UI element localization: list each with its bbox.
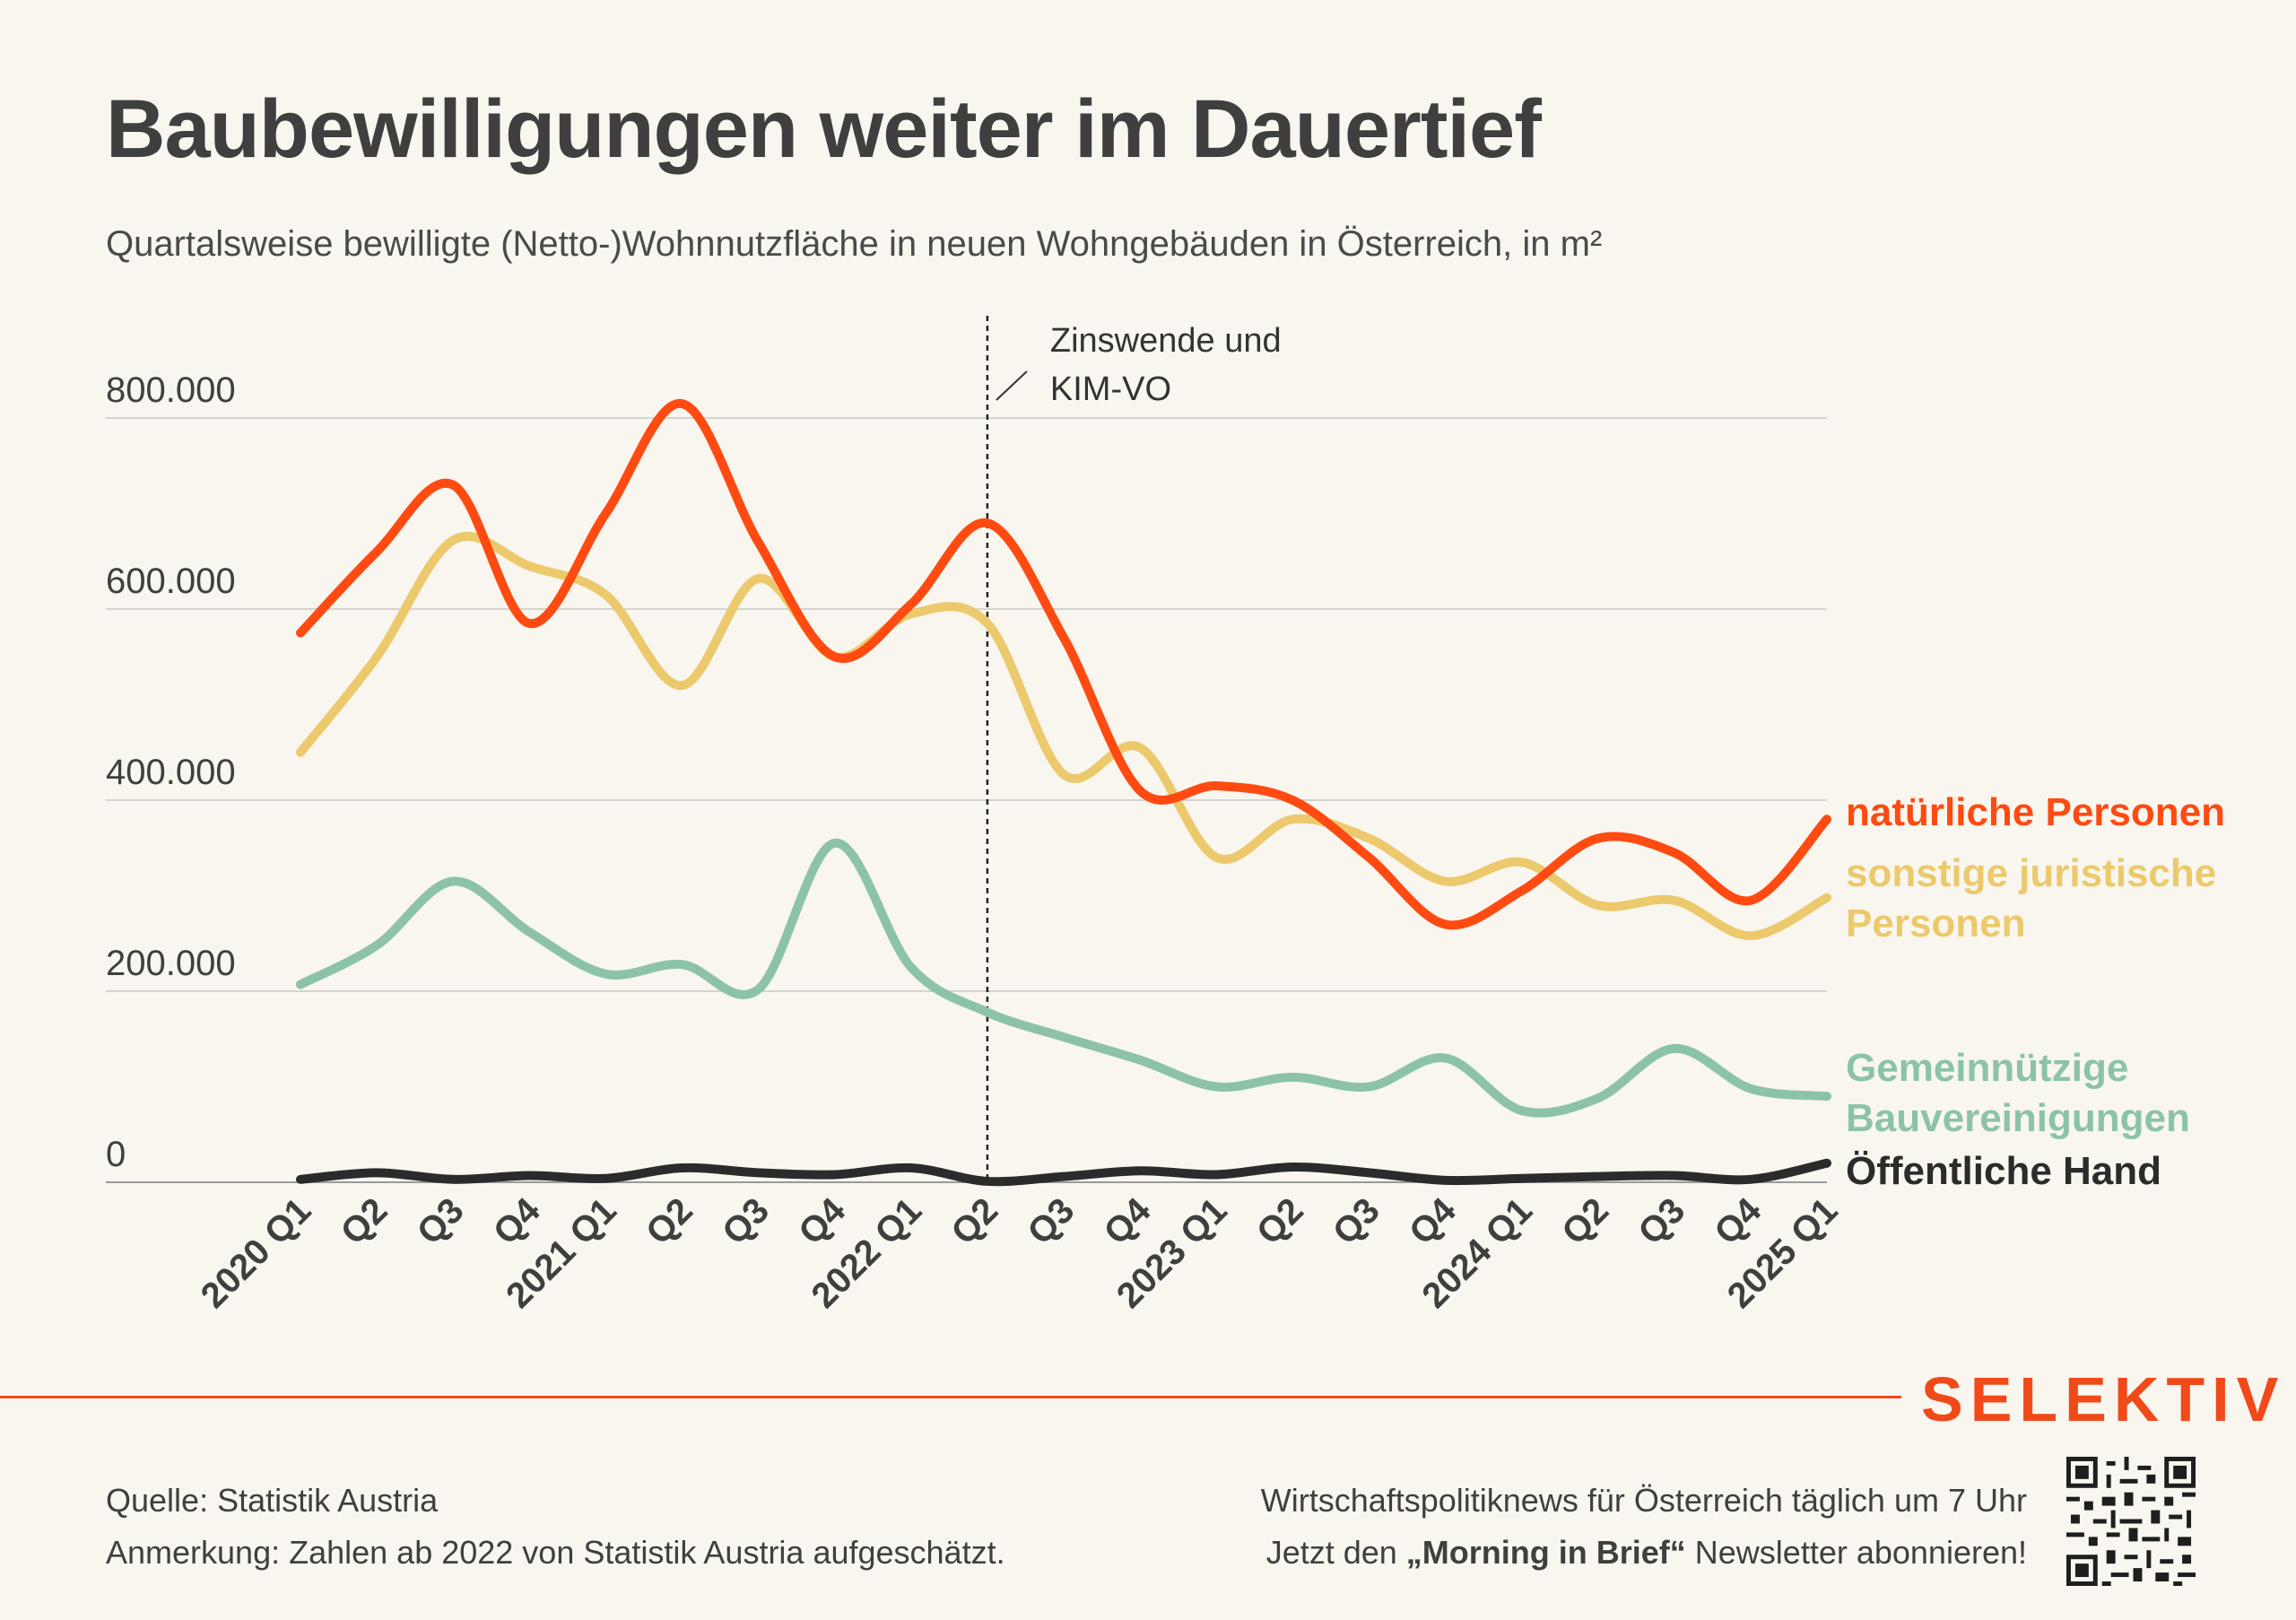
x-tick-label: Q3 [1326,1190,1387,1252]
series-label: Gemeinnützige Bauvereinigungen [1846,1046,2190,1140]
promo-line-1: Wirtschaftspolitiknews für Österreich tä… [1260,1482,2027,1519]
promo-line-2: Jetzt den „Morning in Brief“ Newsletter … [1265,1534,2027,1571]
series-line [296,1158,1831,1187]
series-line [296,531,1831,941]
data-note: Anmerkung: Zahlen ab 2022 von Statistik … [106,1534,1005,1571]
qr-code-icon[interactable] [2066,1457,2196,1586]
brand-logo: SELEKTIV [1921,1364,2286,1434]
x-tick-label: Q4 [791,1190,853,1252]
series-label: Öffentliche Hand [1846,1149,2161,1193]
annotation-text: KIM-VO [1050,370,1171,408]
footer-notes: Quelle: Statistik Austria Anmerkung: Zah… [106,1475,1005,1579]
annotation: Zinswende und KIM-VO [986,316,1282,1182]
source-note: Quelle: Statistik Austria [106,1482,439,1519]
chart-subtitle: Quartalsweise bewilligte (Netto-)Wohnnut… [106,224,1603,264]
y-tick-label: 0 [106,1135,126,1174]
chart-title: Baubewilligungen weiter im Dauertief [106,83,1542,175]
series-label: natürliche Personen [1846,790,2225,834]
newsletter-name: „Morning in Brief“ [1405,1534,1686,1571]
y-tick-label: 800.000 [106,370,236,410]
y-tick-label: 200.000 [106,944,236,983]
x-tick-label: Q2 [1249,1190,1311,1252]
x-tick-label: Q4 [1402,1190,1464,1252]
x-tick-label: Q2 [1554,1190,1616,1252]
series-line [296,399,1831,930]
x-tick-label: Q2 [944,1190,1005,1252]
y-axis-ticks: 0 200.000 400.000 600.000 800.000 [106,370,236,1174]
annotation-text: Zinswende und [1050,322,1282,360]
x-tick-label: Q4 [486,1190,548,1252]
y-tick-label: 400.000 [106,753,236,792]
brand-divider [0,1396,1901,1398]
x-tick-label: Q2 [639,1190,700,1252]
series-line [296,838,1831,1118]
annotation-pointer [996,370,1028,401]
newsletter-promo: Wirtschaftspolitiknews für Österreich tä… [1261,1475,2027,1579]
x-tick-label: Q2 [334,1190,396,1252]
x-tick-label: Q4 [1707,1190,1769,1252]
series-labels: natürliche Personen sonstige juristische P… [1846,790,2225,1193]
y-tick-label: 600.000 [106,562,236,601]
x-tick-label: Q4 [1097,1190,1159,1252]
series-lines [296,399,1831,1187]
series-label: sonstige juristische Personen [1846,851,2216,945]
x-tick-label: 2020 Q1 [194,1190,319,1316]
x-tick-label: Q3 [410,1190,472,1252]
x-tick-label: Q3 [1021,1190,1083,1252]
x-tick-label: Q3 [1631,1190,1692,1252]
x-tick-label: Q3 [715,1190,777,1252]
